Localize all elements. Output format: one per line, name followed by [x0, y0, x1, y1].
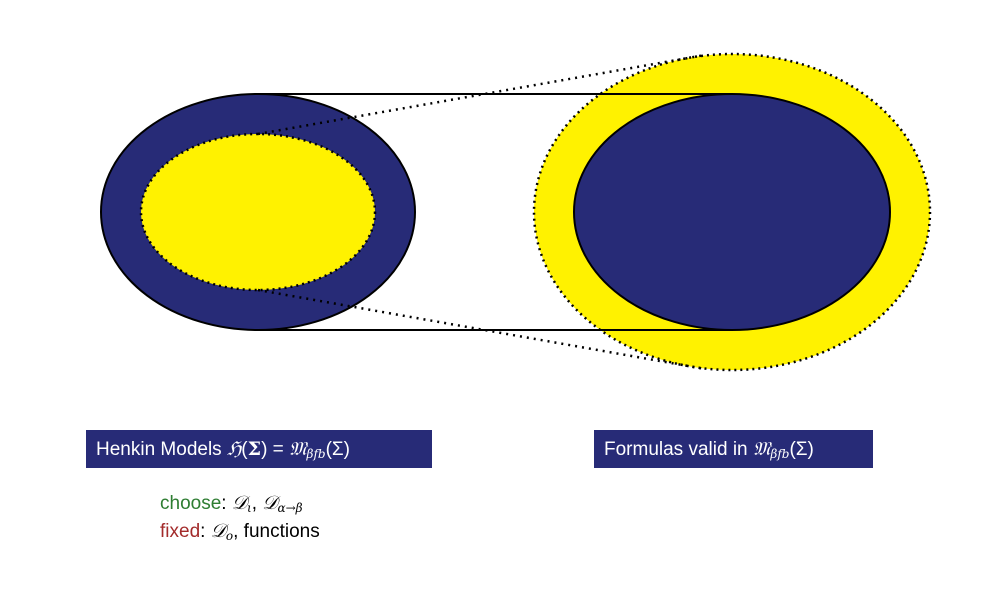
- henkin-prefix: Henkin Models: [96, 439, 227, 460]
- choose-d1: 𝒟: [231, 492, 248, 514]
- fixed-sep: :: [200, 521, 211, 542]
- valid-m-symbol: 𝔐: [752, 438, 771, 460]
- choose-d2: 𝒟: [262, 492, 278, 514]
- dotted-connector-top: [257, 53, 706, 136]
- fixed-d: 𝒟: [210, 520, 226, 542]
- choose-line: choose: 𝒟ι, 𝒟α→β: [160, 492, 320, 520]
- dotted-connector-bottom: [257, 288, 706, 371]
- henkin-close-paren: ): [261, 439, 268, 460]
- valid-m-arg: (Σ): [789, 439, 814, 460]
- henkin-open-paren: (: [241, 439, 248, 460]
- choose-d2-sub: α→β: [277, 501, 303, 515]
- henkin-m-arg: (Σ): [325, 439, 350, 460]
- fixed-line: fixed: 𝒟o, functions: [160, 520, 320, 548]
- henkin-m-subscript: βfb: [306, 447, 326, 461]
- henkin-sigma: Σ: [247, 438, 262, 460]
- choose-d1-sub: ι: [247, 501, 252, 515]
- right-inner-navy-ellipse: [573, 93, 891, 331]
- henkin-m-symbol: 𝔐: [289, 438, 307, 460]
- choose-sep: :: [221, 493, 232, 514]
- formulas-valid-label: Formulas valid in 𝔐βfb(Σ): [594, 430, 873, 468]
- domain-notes: choose: 𝒟ι, 𝒟α→β fixed: 𝒟o, functions: [160, 492, 320, 548]
- valid-prefix: Formulas valid in: [604, 439, 753, 460]
- left-inner-yellow-ellipse: [139, 132, 377, 292]
- fixed-word: fixed: [160, 521, 201, 542]
- valid-m-subscript: βfb: [770, 447, 790, 461]
- henkin-models-label: Henkin Models ℌ(Σ) = 𝔐βfb(Σ): [86, 430, 432, 468]
- henkin-h-symbol: ℌ: [226, 438, 242, 460]
- henkin-equals: =: [267, 439, 290, 460]
- choose-word: choose: [160, 493, 222, 514]
- choose-comma: ,: [251, 493, 263, 514]
- fixed-d-sub: o: [225, 529, 234, 543]
- fixed-rest: , functions: [233, 521, 320, 542]
